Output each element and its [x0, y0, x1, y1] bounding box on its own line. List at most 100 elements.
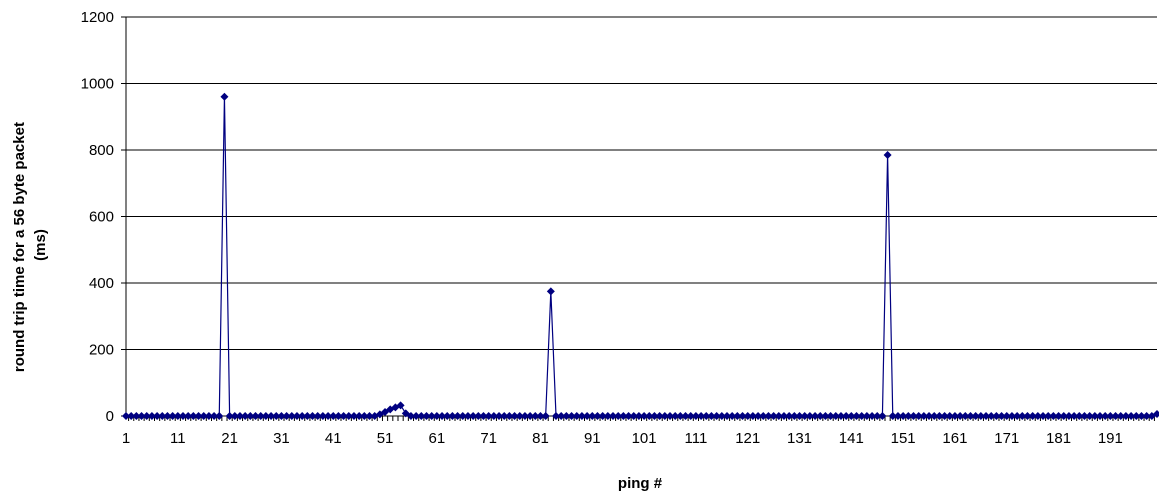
data-point [842, 412, 851, 420]
data-point [624, 412, 633, 420]
data-point [614, 412, 623, 420]
data-point [728, 412, 737, 420]
data-point [583, 412, 592, 420]
data-point [681, 412, 690, 420]
data-point [474, 412, 483, 420]
data-point [324, 412, 333, 420]
x-axis-tick-labels: 1 11 21 31 41 51 61 71 81 91 101 111 121 131 141 151 161… [122, 430, 1123, 447]
x-tick-label: 131 [787, 430, 812, 447]
data-point [287, 412, 296, 420]
data-point [1116, 412, 1125, 420]
data-point [520, 412, 529, 420]
data-point [277, 412, 286, 420]
x-tick-label: 181 [1046, 430, 1071, 447]
data-point [857, 412, 866, 420]
data-point [909, 412, 918, 420]
data-point [292, 412, 301, 420]
y-tick-label: 0 [106, 408, 114, 425]
data-point [541, 412, 550, 420]
data-point [184, 412, 193, 420]
data-point [640, 412, 649, 420]
data-point [738, 412, 747, 420]
data-point [1002, 412, 1011, 420]
data-point [256, 412, 265, 420]
x-axis-title: ping # [618, 475, 663, 492]
data-point [153, 412, 162, 420]
data-point [748, 412, 757, 420]
data-point [427, 412, 436, 420]
series-group [122, 92, 1159, 420]
data-point [422, 412, 431, 420]
y-tick-label: 1200 [81, 9, 114, 26]
data-point [976, 412, 985, 420]
data-point [210, 412, 219, 420]
data-point [645, 412, 654, 420]
data-point [344, 412, 353, 420]
data-point [717, 412, 726, 420]
data-point [241, 412, 250, 420]
data-point [531, 412, 540, 420]
data-point [432, 412, 441, 420]
data-point [562, 412, 571, 420]
data-point [552, 412, 561, 420]
data-point [759, 412, 768, 420]
data-point [1121, 412, 1130, 420]
data-point [655, 412, 664, 420]
data-point [526, 412, 535, 420]
data-point [795, 412, 804, 420]
data-point [298, 412, 307, 420]
data-point [334, 412, 343, 420]
y-axis-title: round trip time for a 56 byte packet (ms… [11, 118, 49, 372]
series-line-0 [126, 96, 1158, 417]
data-point [137, 412, 146, 420]
data-point [1106, 412, 1115, 420]
data-point [489, 412, 498, 420]
data-point [360, 412, 369, 420]
data-point [1070, 412, 1079, 420]
y-tick-label: 600 [89, 209, 114, 226]
data-point [127, 412, 136, 420]
data-point [1075, 412, 1084, 420]
data-point [1033, 412, 1042, 420]
data-point [251, 412, 260, 420]
data-point [272, 412, 281, 420]
data-point [971, 412, 980, 420]
gridlines [121, 16, 1157, 417]
data-point [671, 412, 680, 420]
data-point [743, 412, 752, 420]
data-point [779, 412, 788, 420]
x-tick-label: 111 [684, 430, 707, 447]
data-point [940, 412, 949, 420]
data-point [261, 412, 270, 420]
data-point [479, 412, 488, 420]
data-point [712, 412, 721, 420]
data-point [826, 412, 835, 420]
data-point [349, 412, 358, 420]
data-point [992, 412, 1001, 420]
data-point [914, 412, 923, 420]
data-point [220, 92, 229, 101]
data-point [893, 412, 902, 420]
data-point [774, 412, 783, 420]
data-point [230, 412, 239, 420]
data-point [484, 412, 493, 420]
data-point [629, 412, 638, 420]
data-point [598, 412, 607, 420]
data-point [650, 412, 659, 420]
data-point [458, 412, 467, 420]
data-point [178, 412, 187, 420]
data-point [961, 412, 970, 420]
data-point [769, 412, 778, 420]
data-point [816, 412, 825, 420]
data-point [1137, 412, 1146, 420]
data-point [235, 412, 244, 420]
data-point [1096, 412, 1105, 420]
data-point [987, 412, 996, 420]
data-point [790, 412, 799, 420]
data-point [619, 412, 628, 420]
data-point [836, 412, 845, 420]
data-point [500, 412, 509, 420]
data-point [603, 412, 612, 420]
data-point [557, 412, 566, 420]
data-point [1080, 412, 1089, 420]
